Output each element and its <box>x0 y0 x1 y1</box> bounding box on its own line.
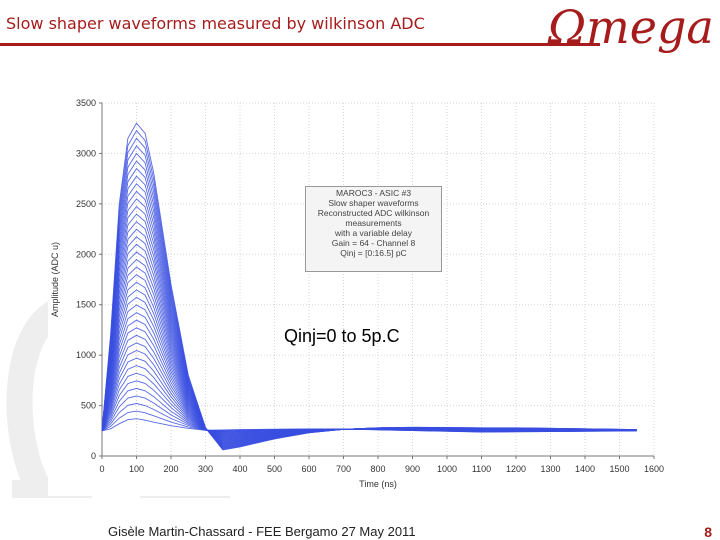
y-tick-label: 2000 <box>76 249 96 259</box>
x-tick-label: 700 <box>336 464 351 474</box>
legend-line: MAROC3 - ASIC #3 <box>335 188 412 198</box>
y-tick-label: 1500 <box>76 300 96 310</box>
x-tick-label: 1600 <box>644 464 664 474</box>
x-tick-label: 1300 <box>540 464 560 474</box>
y-tick-label: 2500 <box>76 199 96 209</box>
x-tick-label: 500 <box>267 464 282 474</box>
legend-line: Reconstructed ADC wilkinson <box>317 208 430 218</box>
legend-line: with a variable delay <box>334 228 412 238</box>
footer-text: Gisèle Martin-Chassard - FEE Bergamo 27 … <box>108 524 416 539</box>
x-tick-label: 1400 <box>575 464 595 474</box>
x-tick-label: 1100 <box>472 464 491 474</box>
y-tick-label: 3500 <box>76 98 96 108</box>
y-axis-label: Amplitude (ADC u) <box>50 242 60 317</box>
y-tick-label: 3000 <box>76 148 96 158</box>
plot-area: 0 100 200 300 400 500 600 700 800 900 1000 1100 1200… <box>48 92 668 496</box>
y-tick-label: 0 <box>91 451 96 461</box>
x-tick-label: 900 <box>405 464 420 474</box>
x-tick-label: 1200 <box>506 464 526 474</box>
x-tick-label: 400 <box>232 464 247 474</box>
x-tick-label: 600 <box>301 464 316 474</box>
chart-legend: MAROC3 - ASIC #3 Slow shaper waveforms R… <box>305 186 442 272</box>
x-axis-label: Time (ns) <box>359 479 397 489</box>
omega-logo: Ωmega <box>548 0 714 54</box>
x-tick-label: 300 <box>198 464 213 474</box>
title-rule <box>0 43 600 46</box>
x-tick-label: 800 <box>370 464 385 474</box>
x-tick-label: 100 <box>129 464 144 474</box>
waveform-line <box>101 122 637 451</box>
page-number: 8 <box>704 524 712 540</box>
x-tick-label: 200 <box>163 464 178 474</box>
legend-line: Gain = 64 - Channel 8 <box>331 238 416 248</box>
x-tick-label: 1000 <box>437 464 457 474</box>
x-tick-label: 1500 <box>609 464 629 474</box>
legend-line: Qinj = [0:16.5] pC <box>340 248 407 258</box>
waveform-chart: 0 100 200 300 400 500 600 700 800 900 1000 1100 1200… <box>50 98 664 489</box>
x-tick-label: 0 <box>99 464 104 474</box>
legend-line: measurements <box>345 218 402 228</box>
legend-line: Slow shaper waveforms <box>328 198 419 208</box>
slide-title: Slow shaper waveforms measured by wilkin… <box>6 14 425 33</box>
charge-annotation: Qinj=0 to 5p.C <box>284 326 400 346</box>
y-tick-label: 1000 <box>76 350 96 360</box>
y-tick-label: 500 <box>81 401 96 411</box>
